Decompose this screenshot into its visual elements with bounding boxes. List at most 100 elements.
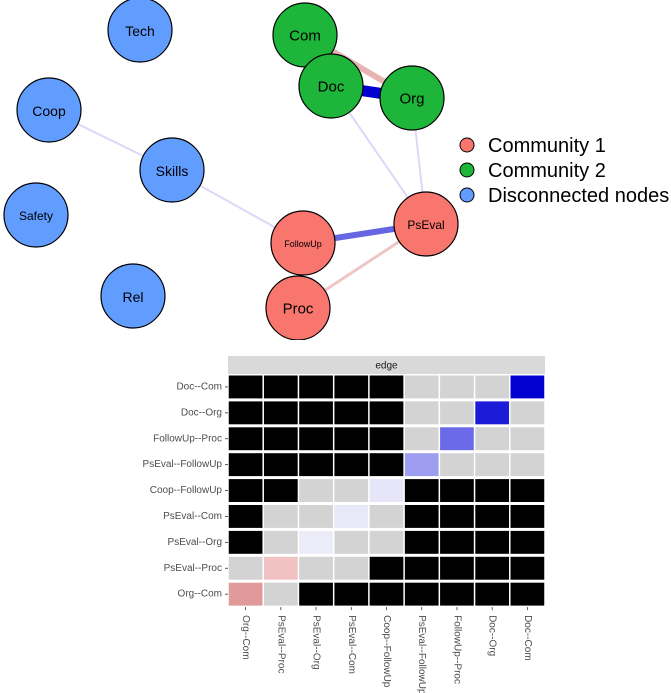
matrix-cell [404,375,439,399]
matrix-cell [510,582,545,606]
matrix-cell [299,401,333,425]
node-org: Org [379,65,445,131]
node-circle [270,210,336,276]
legend-label: Disconnected nodes [488,185,669,207]
node-label: Safety [19,209,53,223]
col-label: Coop--FollowUp [381,615,392,688]
col-label: Doc--Org [487,615,498,656]
node-label: Tech [125,23,155,39]
node-circle [3,182,69,248]
strip-header [228,356,545,374]
matrix-cell [334,556,369,580]
matrix-cell [475,375,510,399]
row-label: Org--Com [178,589,222,600]
matrix-cell [299,453,333,477]
row-label: PsEval--Com [163,511,222,522]
matrix-cell [440,556,474,580]
node-circle [393,191,459,257]
legend-item: Community 2 [459,160,606,182]
node-label: Proc [283,301,314,318]
matrix-cell [263,479,298,502]
node-label: FollowUp [284,239,322,249]
legend-swatch [459,187,475,203]
row-label: Doc--Com [176,381,222,392]
legend-label: Community 1 [488,135,606,157]
matrix-cell [299,530,333,554]
matrix-cell [263,530,298,554]
matrix-cell [263,505,298,528]
matrix-cell [475,453,510,477]
matrix-cell [263,427,298,451]
matrix-cell [475,505,510,528]
row-label: Doc--Org [181,407,222,418]
node-label: Coop [32,103,66,119]
matrix-cell [510,556,545,580]
matrix-cell [475,530,510,554]
matrix-cell [404,453,439,477]
legend-swatch [459,162,475,178]
matrix-cell [475,556,510,580]
node-circle [107,0,173,63]
node-circle [139,137,205,203]
matrix-cell [334,479,369,502]
matrix-cell [334,530,369,554]
matrix-cell [228,375,263,399]
legend-swatch [459,137,475,153]
matrix-cells [228,375,545,606]
matrix-cell [440,427,474,451]
matrix-cell [475,401,510,425]
matrix-cell [440,401,474,425]
matrix-cell [440,479,474,502]
node-pseval: PsEval [393,191,459,257]
matrix-cell [404,530,439,554]
matrix-cell [369,505,404,528]
row-label: PsEval--FollowUp [143,459,223,470]
matrix-cell [510,479,545,502]
matrix-cell [404,505,439,528]
node-com: Com [272,2,338,68]
matrix-cell [263,453,298,477]
matrix-cell [334,582,369,606]
matrix-cell [475,427,510,451]
node-label: Rel [122,289,143,305]
matrix-cell [334,401,369,425]
node-rel: Rel [100,263,166,329]
matrix-cell [475,479,510,502]
node-label: Org [399,91,424,108]
matrix-cell [369,453,404,477]
matrix-cell [334,427,369,451]
matrix-cell [510,375,545,399]
row-label: PsEval--Proc [164,563,222,574]
col-label: PsEval--Org [311,615,322,669]
node-safety: Safety [3,182,69,248]
matrix-cell [228,556,263,580]
node-label: Doc [318,79,345,96]
network-graph: Tech Coop Skills Safety Rel Com Doc Org PsEval Fo… [3,0,459,340]
matrix-cell [263,556,298,580]
col-label: PsEval--Proc [275,615,286,673]
matrix-cell [299,505,333,528]
matrix-cell [510,453,545,477]
matrix-cell [440,530,474,554]
col-label: PsEval--Com [346,615,357,674]
matrix-cell [369,530,404,554]
matrix-cell [334,505,369,528]
matrix-cell [228,427,263,451]
matrix-cell [510,505,545,528]
network-nodes: Tech Coop Skills Safety Rel Com Doc Org PsEval Fo… [3,0,459,340]
matrix-cell [228,582,263,606]
matrix-cell [299,582,333,606]
matrix-cell [299,479,333,502]
node-circle [379,65,445,131]
matrix-cell [440,375,474,399]
matrix-cell [369,556,404,580]
matrix-cell [404,401,439,425]
matrix-cell [510,401,545,425]
matrix-cell [299,556,333,580]
matrix-cell [228,453,263,477]
strip-title: edge [375,361,398,372]
node-label: Skills [156,163,189,179]
node-skills: Skills [139,137,205,203]
matrix-cell [369,375,404,399]
legend-item: Community 1 [459,135,606,157]
